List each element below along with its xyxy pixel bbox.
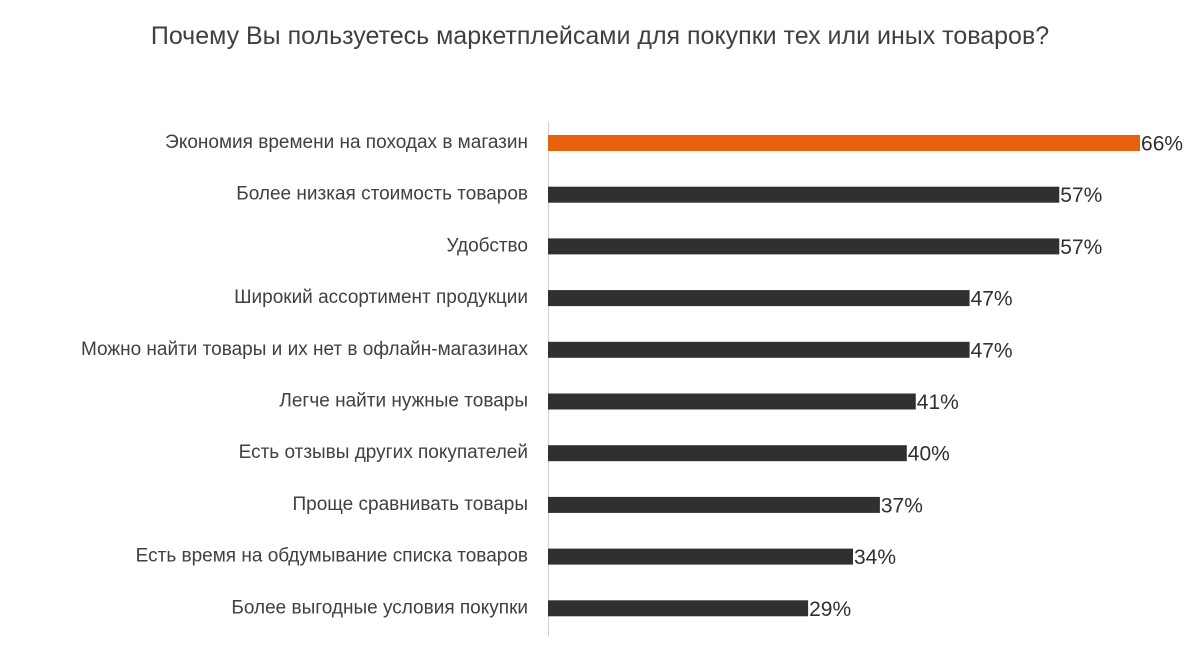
bar (548, 445, 907, 462)
category-label: Есть время на обдумывание списка товаров (136, 546, 528, 567)
value-label: 41% (917, 391, 959, 414)
category-label: Проще сравнивать товары (292, 494, 528, 515)
bar (548, 135, 1141, 151)
category-label: Есть отзывы других покупателей (239, 442, 528, 463)
bar (548, 393, 916, 410)
category-label: Можно найти товары и их нет в офлайн-маг… (81, 339, 529, 360)
chart-title: Почему Вы пользуетесь маркетплейсами для… (150, 22, 1050, 50)
category-label: Широкий ассортимент продукции (234, 287, 528, 308)
bar (548, 341, 970, 358)
value-label: 40% (908, 443, 950, 466)
bar (548, 238, 1060, 255)
value-label: 47% (971, 339, 1013, 362)
bar (548, 290, 970, 307)
value-label: 34% (854, 546, 896, 569)
value-label: 37% (881, 494, 923, 517)
value-label: 57% (1060, 236, 1102, 259)
bar (548, 548, 853, 565)
category-label: Экономия времени на походах в магазин (165, 132, 528, 153)
value-label: 66% (1141, 133, 1183, 156)
bar (548, 496, 880, 513)
value-label: 57% (1060, 184, 1102, 207)
category-label: Удобство (446, 235, 528, 256)
bar (548, 600, 809, 617)
bar (548, 186, 1060, 203)
value-label: 29% (809, 598, 851, 621)
category-label: Более выгодные условия покупки (231, 597, 528, 618)
category-label: Более низкая стоимость товаров (236, 184, 528, 205)
category-label: Легче найти нужные товары (279, 391, 528, 412)
value-label: 47% (971, 288, 1013, 311)
